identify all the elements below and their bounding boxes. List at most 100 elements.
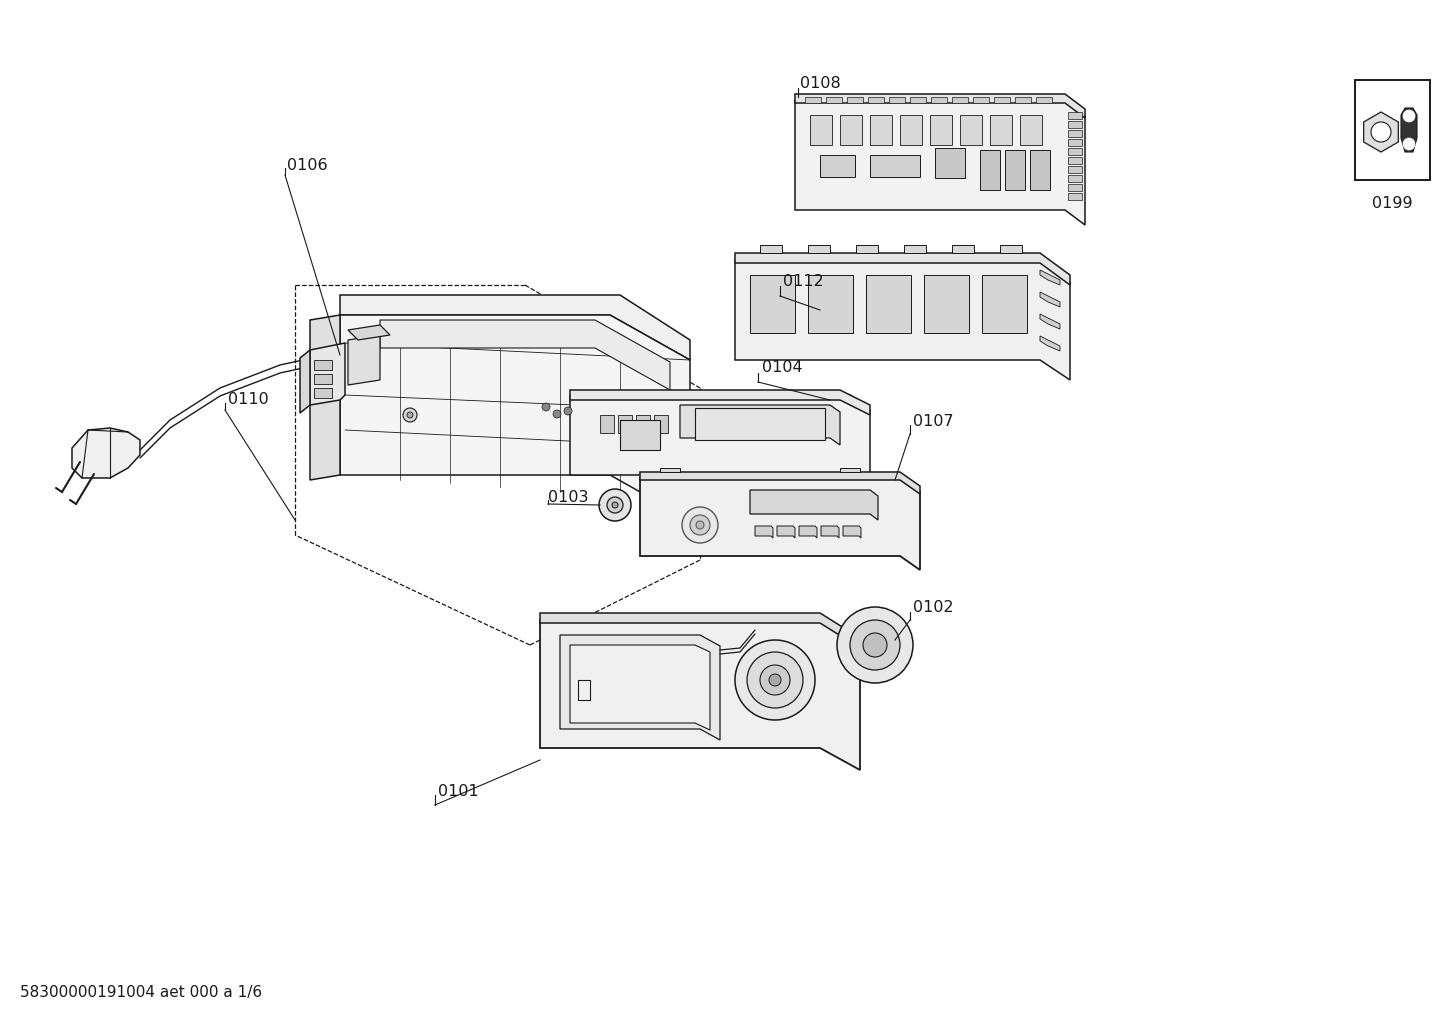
- Polygon shape: [348, 335, 381, 385]
- Bar: [808, 275, 854, 333]
- Bar: [932, 97, 947, 103]
- Bar: [960, 115, 982, 145]
- Polygon shape: [640, 472, 920, 494]
- Polygon shape: [539, 620, 859, 770]
- Circle shape: [1403, 138, 1415, 150]
- Bar: [1069, 139, 1082, 146]
- Bar: [846, 97, 862, 103]
- Circle shape: [1371, 122, 1392, 142]
- Bar: [314, 388, 332, 398]
- Bar: [810, 115, 832, 145]
- Bar: [826, 97, 842, 103]
- Text: 0110: 0110: [228, 392, 268, 408]
- Circle shape: [542, 403, 549, 411]
- Polygon shape: [1364, 112, 1399, 152]
- Text: 0106: 0106: [287, 158, 327, 172]
- Bar: [1069, 121, 1082, 128]
- Bar: [981, 150, 999, 190]
- Polygon shape: [485, 355, 502, 375]
- Polygon shape: [72, 428, 140, 478]
- Polygon shape: [952, 245, 973, 253]
- Text: 58300000191004 aet 000 a 1/6: 58300000191004 aet 000 a 1/6: [20, 985, 262, 1000]
- Bar: [900, 115, 921, 145]
- Circle shape: [611, 502, 619, 508]
- Polygon shape: [841, 468, 859, 472]
- Circle shape: [849, 620, 900, 671]
- Circle shape: [769, 674, 782, 686]
- Bar: [924, 275, 969, 333]
- Bar: [1069, 148, 1082, 155]
- Circle shape: [747, 652, 803, 708]
- Polygon shape: [640, 478, 920, 570]
- Polygon shape: [381, 320, 671, 390]
- Polygon shape: [799, 526, 818, 538]
- Text: 0101: 0101: [438, 785, 479, 800]
- Circle shape: [564, 407, 572, 415]
- Polygon shape: [1040, 336, 1060, 351]
- Bar: [991, 115, 1012, 145]
- Polygon shape: [735, 253, 1070, 285]
- Circle shape: [407, 412, 412, 418]
- Circle shape: [696, 521, 704, 529]
- Polygon shape: [795, 100, 1084, 225]
- Text: 0108: 0108: [800, 75, 841, 91]
- Bar: [890, 97, 906, 103]
- Polygon shape: [760, 245, 782, 253]
- Polygon shape: [570, 395, 870, 490]
- Polygon shape: [820, 526, 839, 538]
- Bar: [870, 155, 920, 177]
- Bar: [600, 415, 614, 433]
- Polygon shape: [620, 420, 660, 450]
- Polygon shape: [735, 260, 1070, 380]
- Circle shape: [598, 489, 632, 521]
- Polygon shape: [750, 490, 878, 520]
- Circle shape: [760, 665, 790, 695]
- Bar: [636, 415, 650, 433]
- Circle shape: [735, 640, 815, 720]
- Circle shape: [691, 515, 709, 535]
- Text: 0107: 0107: [913, 415, 953, 429]
- Bar: [820, 155, 855, 177]
- Bar: [1069, 157, 1082, 164]
- Text: 0199: 0199: [1373, 196, 1413, 211]
- Circle shape: [836, 607, 913, 683]
- Polygon shape: [340, 294, 691, 360]
- Bar: [750, 275, 795, 333]
- Polygon shape: [681, 405, 841, 445]
- Circle shape: [402, 408, 417, 422]
- Circle shape: [682, 507, 718, 543]
- Circle shape: [607, 497, 623, 513]
- Polygon shape: [348, 325, 389, 340]
- Bar: [910, 97, 926, 103]
- Polygon shape: [300, 350, 310, 413]
- Bar: [1069, 130, 1082, 137]
- Bar: [1005, 150, 1025, 190]
- Bar: [805, 97, 820, 103]
- Polygon shape: [559, 635, 720, 740]
- Polygon shape: [1040, 314, 1060, 329]
- Bar: [1019, 115, 1043, 145]
- Bar: [982, 275, 1027, 333]
- Polygon shape: [795, 94, 1084, 118]
- Polygon shape: [904, 245, 926, 253]
- Text: 0102: 0102: [913, 600, 953, 615]
- Bar: [841, 115, 862, 145]
- Circle shape: [1403, 110, 1415, 122]
- Polygon shape: [857, 245, 878, 253]
- Polygon shape: [1402, 108, 1417, 152]
- Polygon shape: [340, 315, 691, 520]
- Polygon shape: [570, 390, 870, 415]
- Bar: [952, 97, 968, 103]
- Bar: [1069, 184, 1082, 191]
- Polygon shape: [756, 526, 773, 538]
- Bar: [1355, 81, 1430, 180]
- Polygon shape: [1040, 292, 1060, 307]
- Bar: [930, 115, 952, 145]
- Polygon shape: [660, 468, 681, 472]
- Polygon shape: [999, 245, 1022, 253]
- Text: 0103: 0103: [548, 489, 588, 504]
- Polygon shape: [570, 645, 709, 730]
- Polygon shape: [844, 526, 861, 538]
- Bar: [1035, 97, 1053, 103]
- Circle shape: [862, 633, 887, 657]
